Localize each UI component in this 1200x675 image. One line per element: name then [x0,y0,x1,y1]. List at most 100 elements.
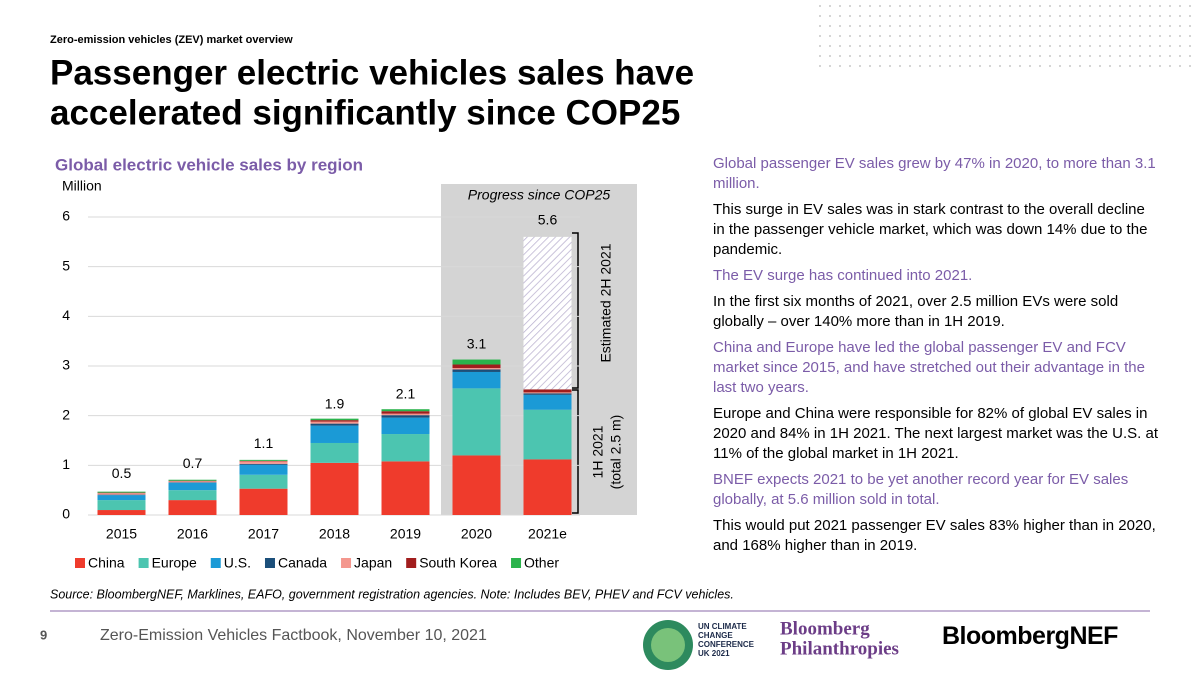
dot [1119,55,1121,57]
total-label: 0.7 [183,455,203,471]
total-label: 1.9 [325,395,345,411]
dot [869,25,871,27]
dot [869,55,871,57]
dot [909,25,911,27]
dot [1169,55,1171,57]
bar-segment [310,420,359,422]
dot [819,65,821,67]
dot [929,15,931,17]
dot [919,25,921,27]
title: accelerated significantly since COP25 [50,93,680,132]
dot [959,5,961,7]
dot [839,55,841,57]
dot [959,15,961,17]
dot [1089,35,1091,37]
dot [1019,65,1021,67]
legend-swatch [511,558,522,568]
dot [939,35,941,37]
y-tick-label: 4 [62,307,70,323]
dot [839,35,841,37]
dot [1049,25,1051,27]
dot [1059,15,1061,17]
commentary-lead: China and Europe have led the global pas… [713,339,1145,396]
dot [929,25,931,27]
commentary-lead: BNEF expects 2021 to be yet another reco… [713,471,1129,508]
dot [919,45,921,47]
dot [1089,45,1091,47]
dot [1169,45,1171,47]
dot [909,5,911,7]
dot [1169,15,1171,17]
dot [1179,35,1181,37]
dot [1189,25,1191,27]
dot [1049,55,1051,57]
dot [1159,55,1161,57]
dot [1029,45,1031,47]
dot [1059,25,1061,27]
dot [899,45,901,47]
bracket-label: 1H 2021 [590,425,606,478]
dot [859,5,861,7]
dot [1149,45,1151,47]
dot [979,25,981,27]
dot [929,45,931,47]
dot [829,15,831,17]
dot [1149,55,1151,57]
dot [1059,5,1061,7]
dot [939,15,941,17]
bar-segment [168,481,217,483]
dot [1109,45,1111,47]
dot [819,55,821,57]
legend-swatch [264,558,275,568]
bar-segment [452,369,501,372]
dot [859,65,861,67]
dot [1129,5,1131,7]
dot [1099,65,1101,67]
bar-segment [239,464,288,475]
dot [1149,5,1151,7]
total-label: 2.1 [396,385,416,401]
dot [819,45,821,47]
dot [1159,35,1161,37]
dot [1059,55,1061,57]
bar-segment [310,462,359,515]
dot [969,55,971,57]
dot [859,25,861,27]
dot [939,5,941,7]
dot [899,65,901,67]
bar-segment [452,359,501,365]
dot [1079,45,1081,47]
y-axis-label: Million [62,178,102,194]
dot [1079,5,1081,7]
dot [969,65,971,67]
commentary-body: This would put 2021 passenger EV sales 8… [713,517,1156,554]
dot [1069,35,1071,37]
dot [949,45,951,47]
dot [1049,15,1051,17]
dot [1089,55,1091,57]
dot [929,55,931,57]
dot [849,65,851,67]
dot [989,5,991,7]
dot [869,65,871,67]
bar-segment [381,411,430,414]
dot [1159,15,1161,17]
bar-segment [97,495,146,501]
bar-segment [239,474,288,489]
dot [889,65,891,67]
dot [989,35,991,37]
bracket [572,232,579,514]
bar-segment [97,510,146,515]
dot [1119,15,1121,17]
bar-segment [310,425,359,443]
bar-segment [523,392,572,394]
dot [1189,15,1191,17]
dot [859,55,861,57]
legend-label: China [88,555,125,571]
dot [909,45,911,47]
dot [999,45,1001,47]
legend-label: Other [524,555,559,571]
dot [839,5,841,7]
